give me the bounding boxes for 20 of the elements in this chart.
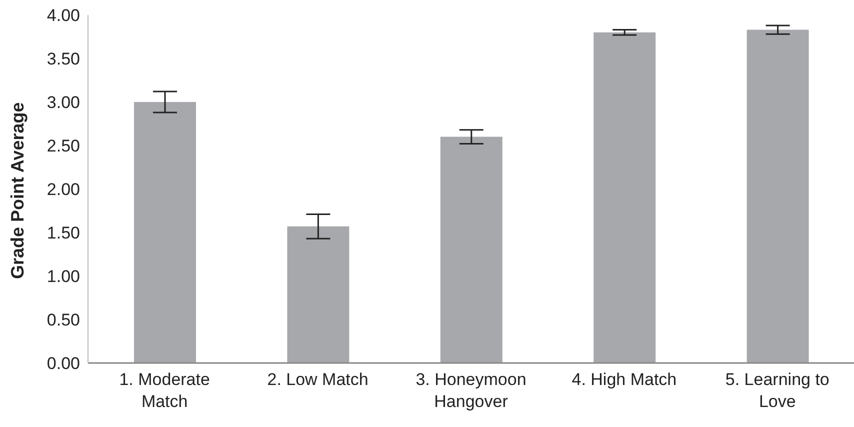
bar xyxy=(440,136,502,363)
bar xyxy=(287,226,350,363)
y-tick-label: 2.00 xyxy=(46,180,80,200)
y-tick-label: 1.50 xyxy=(46,224,80,243)
bar xyxy=(134,102,196,363)
x-tick-label: 3. Honeymoon Hangover xyxy=(416,370,526,411)
x-tick-label: 4. High Match xyxy=(572,370,677,389)
y-tick-label: 0.50 xyxy=(46,310,80,330)
y-axis-title: Grade Point Average xyxy=(7,102,28,279)
bar xyxy=(594,32,656,363)
bar xyxy=(746,30,809,363)
x-tick-label: 2. Low Match xyxy=(267,370,368,389)
y-tick-label: 3.50 xyxy=(46,50,80,69)
x-tick-label: 5. Learning to Love xyxy=(725,370,830,411)
x-tick-label: 1. Moderate Match xyxy=(119,370,210,411)
y-tick-label: 1.00 xyxy=(46,267,80,286)
y-tick-label: 3.00 xyxy=(46,93,80,112)
y-tick-label: 2.50 xyxy=(46,136,80,156)
y-tick-label: 4.00 xyxy=(46,6,80,26)
y-tick-label: 0.00 xyxy=(46,354,80,374)
